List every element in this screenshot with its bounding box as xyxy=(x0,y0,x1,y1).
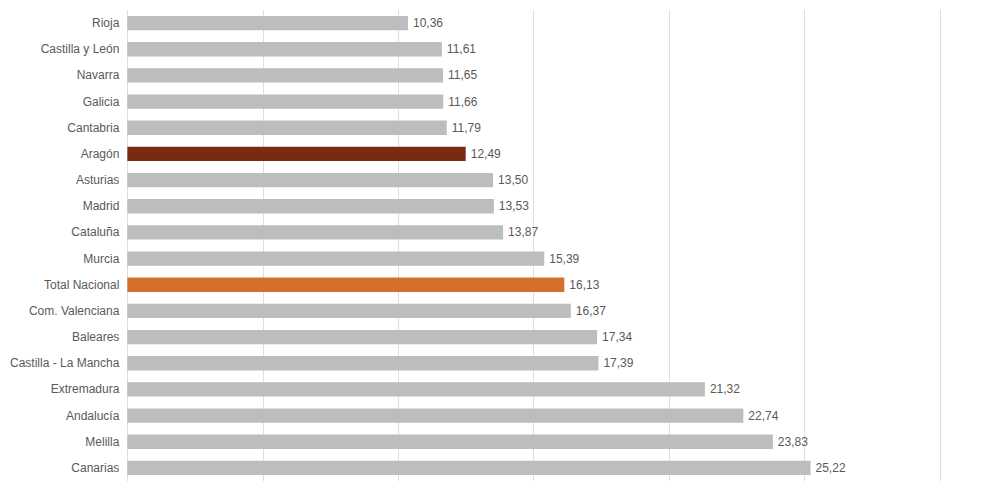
svg-text:Melilla: Melilla xyxy=(85,435,119,449)
svg-text:17,34: 17,34 xyxy=(602,330,632,344)
svg-text:22,74: 22,74 xyxy=(748,409,778,423)
svg-text:Com. Valenciana: Com. Valenciana xyxy=(29,304,120,318)
svg-text:17,39: 17,39 xyxy=(603,356,633,370)
svg-text:Cantabria: Cantabria xyxy=(67,121,119,135)
svg-text:11,66: 11,66 xyxy=(448,95,477,109)
svg-text:13,50: 13,50 xyxy=(498,173,528,187)
svg-text:15,39: 15,39 xyxy=(549,252,579,266)
svg-text:10,36: 10,36 xyxy=(413,16,443,30)
svg-text:Extremadura: Extremadura xyxy=(51,382,120,396)
svg-text:25,22: 25,22 xyxy=(816,461,846,475)
svg-text:23,83: 23,83 xyxy=(778,435,808,449)
svg-text:Galicia: Galicia xyxy=(83,95,120,109)
svg-text:Canarias: Canarias xyxy=(71,461,119,475)
svg-text:21,32: 21,32 xyxy=(710,382,740,396)
svg-text:Total Nacional: Total Nacional xyxy=(44,278,119,292)
svg-text:Castilla - La Mancha: Castilla - La Mancha xyxy=(10,356,120,370)
svg-text:12,49: 12,49 xyxy=(471,147,501,161)
svg-text:11,65: 11,65 xyxy=(448,68,477,82)
svg-text:16,13: 16,13 xyxy=(569,278,599,292)
svg-text:Madrid: Madrid xyxy=(83,199,120,213)
svg-text:Castilla y León: Castilla y León xyxy=(41,42,120,56)
svg-text:Navarra: Navarra xyxy=(77,68,120,82)
svg-text:Rioja: Rioja xyxy=(92,16,120,30)
svg-text:Andalucía: Andalucía xyxy=(66,409,120,423)
svg-text:11,79: 11,79 xyxy=(452,121,481,135)
svg-text:13,87: 13,87 xyxy=(508,225,538,239)
svg-text:Baleares: Baleares xyxy=(72,330,119,344)
svg-text:Cataluña: Cataluña xyxy=(71,225,119,239)
svg-text:13,53: 13,53 xyxy=(499,199,529,213)
svg-text:16,37: 16,37 xyxy=(576,304,606,318)
svg-text:Aragón: Aragón xyxy=(81,147,120,161)
svg-text:Asturias: Asturias xyxy=(76,173,119,187)
svg-text:Murcia: Murcia xyxy=(83,252,119,266)
svg-text:11,61: 11,61 xyxy=(447,42,476,56)
